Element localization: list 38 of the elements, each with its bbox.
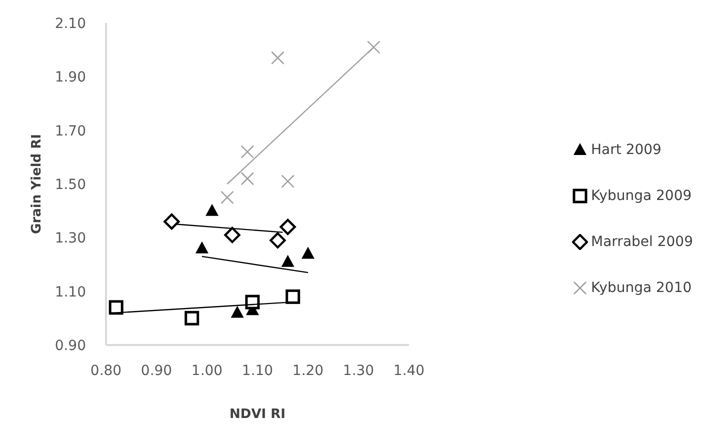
point	[280, 218, 296, 236]
point	[367, 40, 380, 54]
point	[281, 174, 294, 188]
y-tick-label: 1.10	[54, 284, 86, 300]
y-tick-label: 0.90	[54, 338, 86, 354]
point	[184, 310, 200, 326]
x-tick-label: 1.00	[191, 362, 223, 379]
legend-label: Kybunga 2010	[591, 280, 692, 296]
legend-label: Hart 2009	[591, 142, 662, 158]
x-tick-label: 0.90	[140, 362, 172, 379]
point	[164, 213, 180, 230]
y-tick-label: 1.30	[54, 230, 86, 247]
x-tick-label: 1.30	[342, 362, 374, 379]
point	[195, 241, 208, 254]
x-axis-title: NDVI RI	[230, 407, 286, 422]
y-axis-title: Grain Yield RI	[30, 134, 45, 234]
x-tick-label: 1.20	[292, 362, 324, 379]
point	[206, 204, 219, 216]
point	[220, 190, 234, 204]
y-tick-label: 1.70	[54, 123, 86, 140]
y-tick-label: 1.50	[54, 176, 86, 193]
point	[270, 232, 286, 248]
point	[224, 226, 240, 244]
point	[108, 300, 124, 315]
x-tick-label: 1.40	[393, 362, 425, 379]
legend-label: Marrabel 2009	[591, 234, 693, 250]
point	[240, 145, 254, 158]
y-tick-label: 2.10	[54, 16, 86, 32]
point	[230, 306, 244, 318]
point	[240, 172, 254, 186]
point	[286, 289, 300, 304]
point	[281, 254, 294, 267]
y-tick-label: 1.90	[54, 70, 86, 86]
x-tick-label: 0.80	[90, 362, 122, 379]
x-tick-label: 1.10	[242, 362, 274, 379]
legend-label: Kybunga 2009	[591, 188, 692, 204]
point	[302, 246, 315, 259]
point	[271, 51, 284, 65]
